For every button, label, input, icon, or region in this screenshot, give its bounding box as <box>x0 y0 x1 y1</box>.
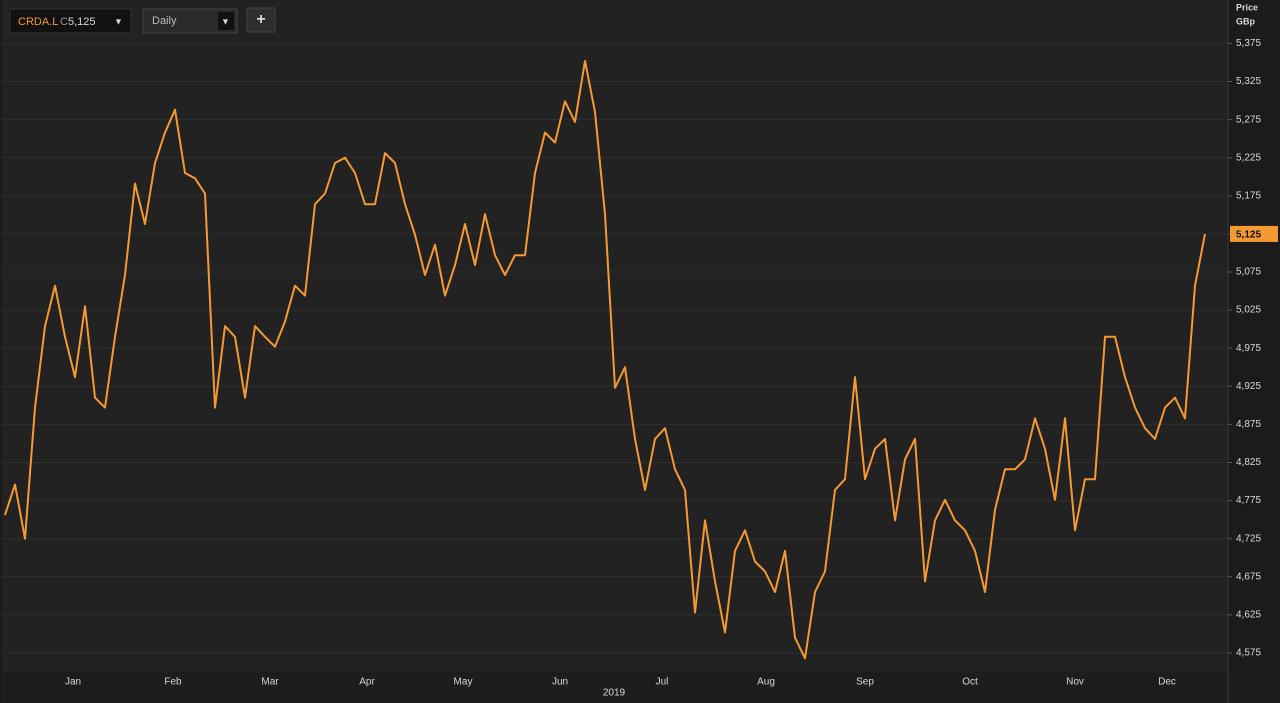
year-label: 2019 <box>603 688 626 699</box>
x-axis-area <box>2 672 1228 703</box>
y-tick-label: 4,975 <box>1236 343 1261 354</box>
x-tick-label: Jan <box>65 677 81 688</box>
y-axis-title: Price <box>1236 2 1258 12</box>
y-tick-label: 5,225 <box>1236 152 1261 163</box>
x-tick-label: Jul <box>656 677 669 688</box>
y-tick-label: 4,775 <box>1236 495 1261 506</box>
y-tick-label: 4,825 <box>1236 457 1261 468</box>
last-value-label: 5,125 <box>1236 230 1261 241</box>
x-tick-label: Jun <box>552 677 568 688</box>
x-tick-label: Dec <box>1158 677 1176 688</box>
x-tick-label: Apr <box>359 677 375 688</box>
ticker: CRDA.L <box>18 16 58 28</box>
toolbar: CRDA.L C 5,125 ▼ Daily ▼ + <box>9 7 276 34</box>
add-button[interactable] <box>246 7 276 33</box>
close-prefix: C <box>60 16 68 28</box>
y-tick-label: 5,325 <box>1236 76 1261 87</box>
x-tick-label: Oct <box>962 677 978 688</box>
header-price: 5,125 <box>68 16 96 28</box>
interval: Daily <box>152 15 177 27</box>
y-tick-label: 4,675 <box>1236 571 1261 582</box>
add-label: + <box>256 11 265 28</box>
x-tick-label: Aug <box>757 677 775 688</box>
x-tick-label: Sep <box>856 677 874 688</box>
y-tick-label: 5,075 <box>1236 267 1261 278</box>
y-tick-label: 5,375 <box>1236 38 1261 49</box>
dropdown-button <box>218 12 234 30</box>
last-value-box <box>1230 225 1278 242</box>
y-tick-label: 4,925 <box>1236 381 1261 392</box>
dropdown-arrow: ▼ <box>221 16 230 26</box>
y-axis-unit: GBp <box>1236 16 1256 26</box>
x-tick-label: May <box>454 677 473 688</box>
y-tick-label: 5,175 <box>1236 190 1261 201</box>
y-tick-label: 4,575 <box>1236 648 1261 659</box>
ticker-box[interactable] <box>9 8 132 34</box>
y-tick-label: 4,725 <box>1236 533 1261 544</box>
x-tick-label: Feb <box>164 677 182 688</box>
dropdown-arrow: ▼ <box>114 16 123 26</box>
y-tick-label: 5,275 <box>1236 114 1261 125</box>
y-tick-label: 4,625 <box>1236 609 1261 620</box>
x-tick-label: Nov <box>1066 677 1084 688</box>
plot-area <box>2 0 1228 672</box>
x-tick-label: Mar <box>261 677 279 688</box>
y-tick-label: 5,025 <box>1236 305 1261 316</box>
price-line <box>4 60 1206 660</box>
y-tick-label: 4,875 <box>1236 419 1261 430</box>
